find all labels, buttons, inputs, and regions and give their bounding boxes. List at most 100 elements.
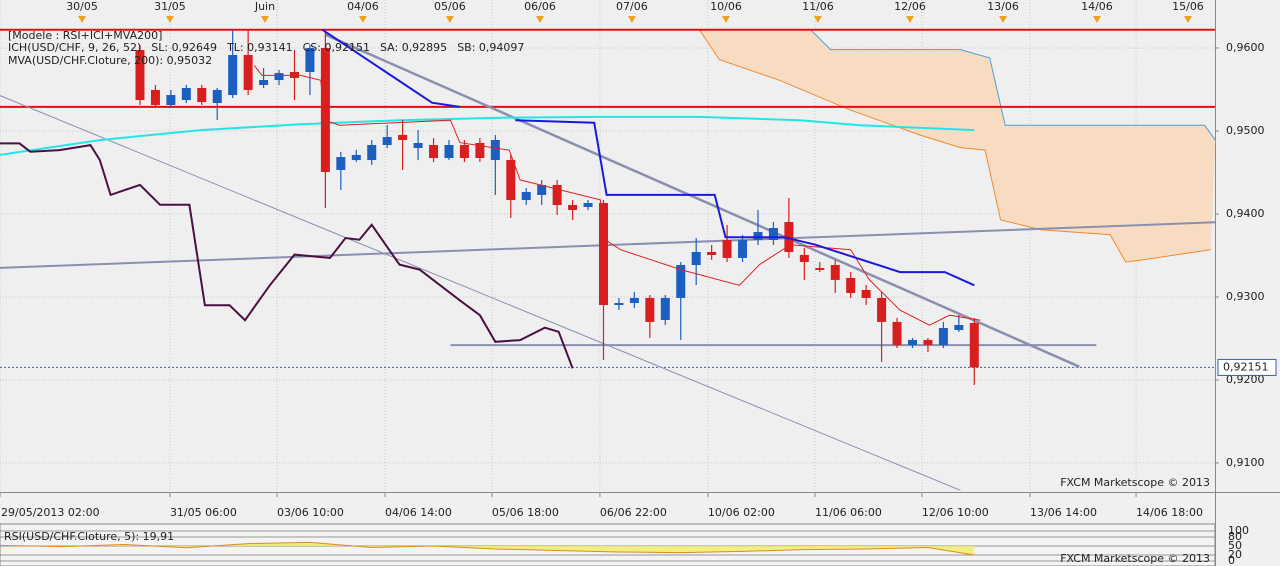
- day-marker: [260, 16, 269, 23]
- candle-body: [320, 47, 330, 172]
- candle-body: [259, 80, 269, 85]
- indicator-label: SB: 0,94097: [457, 41, 524, 54]
- candle-body: [475, 143, 485, 159]
- day-label: 31/05: [154, 0, 186, 13]
- y-tick-label: 50: [1228, 539, 1242, 552]
- indicator-label: ICH(USD/CHF, 9, 26, 52): [8, 41, 141, 54]
- x-tick-label: 06/06 22:00: [600, 506, 667, 519]
- cloud-fill: [589, 29, 1216, 263]
- candle-body: [552, 184, 562, 205]
- day-marker: [78, 16, 87, 23]
- candle-body: [212, 89, 222, 103]
- indicator-line: [0, 142, 574, 369]
- indicator-line: [0, 115, 975, 156]
- indicator-label: SA: 0,92895: [380, 41, 447, 54]
- candle-body: [398, 134, 408, 141]
- indicator-line: [324, 33, 1080, 368]
- indicator-line: [0, 95, 961, 491]
- x-tick-label: 04/06 14:00: [385, 506, 452, 519]
- model-label: [Modele : RSI+ICI+MVA200]: [8, 29, 162, 42]
- candle-body: [382, 137, 392, 145]
- y-tick-label: 0,9200: [1226, 373, 1265, 386]
- candle-body: [753, 231, 763, 241]
- x-tick-label: 11/06 06:00: [815, 506, 882, 519]
- candle-body: [506, 160, 516, 201]
- day-label: 06/06: [524, 0, 556, 13]
- candle-body: [367, 144, 377, 161]
- candle-body: [861, 289, 871, 298]
- day-marker: [445, 16, 454, 23]
- day-label: 04/06: [347, 0, 379, 13]
- day-label: 30/05: [66, 0, 98, 13]
- x-tick-label: 05/06 18:00: [492, 506, 559, 519]
- candle-body: [444, 144, 454, 159]
- candle-body: [537, 184, 547, 195]
- y-tick-label: 20: [1228, 548, 1242, 561]
- candle-body: [799, 254, 809, 263]
- candle-body: [429, 144, 439, 159]
- rsi-line: [0, 541, 975, 556]
- day-marker: [999, 16, 1008, 23]
- day-label: 13/06: [987, 0, 1019, 13]
- candle-body: [243, 55, 253, 90]
- day-label: 12/06: [894, 0, 926, 13]
- cloud-line: [589, 29, 1216, 141]
- cloud-line: [589, 29, 1211, 263]
- x-tick-label: 13/06 14:00: [1030, 506, 1097, 519]
- candle-body: [954, 325, 964, 330]
- candle-body: [907, 339, 917, 346]
- candle-body: [305, 47, 315, 72]
- x-tick-label: 10/06 02:00: [708, 506, 775, 519]
- candle-body: [738, 240, 748, 258]
- candle-body: [598, 203, 608, 306]
- rsi-fill: [0, 542, 975, 555]
- day-label: 05/06: [434, 0, 466, 13]
- candle-body: [413, 143, 423, 148]
- candle-body: [459, 144, 469, 159]
- x-tick-label: 29/05/2013 02:00: [1, 506, 100, 519]
- candle-body: [784, 222, 794, 252]
- day-label: 14/06: [1081, 0, 1113, 13]
- watermark: FXCM Marketscope © 2013: [1060, 552, 1210, 565]
- day-marker: [535, 16, 544, 23]
- y-tick-label: 80: [1228, 530, 1242, 543]
- y-tick-label: 0,9600: [1226, 41, 1265, 54]
- candle-body: [181, 87, 191, 101]
- indicator-label: SL: 0,92649: [151, 41, 217, 54]
- candle-body: [969, 322, 979, 368]
- candle-body: [923, 339, 933, 346]
- indicator-line: [253, 65, 981, 326]
- x-tick-label: 12/06 10:00: [922, 506, 989, 519]
- candle-body: [150, 89, 160, 105]
- rsi-panel: [0, 523, 1216, 566]
- day-label: 11/06: [802, 0, 834, 13]
- indicator-label: TL: 0,93141: [226, 41, 293, 54]
- candle-body: [228, 55, 238, 96]
- y-tick-label: 0: [1228, 554, 1235, 566]
- candle-body: [197, 87, 207, 103]
- candle-body: [660, 297, 670, 320]
- indicator-label: MVA(USD/CHF.Cloture, 200): 0,95032: [8, 54, 212, 67]
- y-tick-label: 0,9400: [1226, 207, 1265, 220]
- candle-body: [351, 154, 361, 161]
- day-marker: [1183, 16, 1192, 23]
- candle-body: [938, 328, 948, 346]
- day-marker: [627, 16, 636, 23]
- candle-body: [166, 95, 176, 105]
- y-tick-label: 0,9100: [1226, 456, 1265, 469]
- day-marker: [722, 16, 731, 23]
- candle-body: [815, 267, 825, 270]
- day-label: Juin: [254, 0, 275, 13]
- candle-body: [722, 240, 732, 258]
- day-marker: [906, 16, 915, 23]
- day-label: 15/06: [1172, 0, 1204, 13]
- x-tick-label: 31/05 06:00: [170, 506, 237, 519]
- x-tick-label: 14/06 18:00: [1136, 506, 1203, 519]
- day-label: 07/06: [616, 0, 648, 13]
- y-tick-label: 100: [1228, 524, 1249, 537]
- indicator-line: [321, 28, 975, 287]
- candle-body: [490, 140, 500, 161]
- candle-body: [614, 303, 624, 306]
- candle-body: [583, 203, 593, 207]
